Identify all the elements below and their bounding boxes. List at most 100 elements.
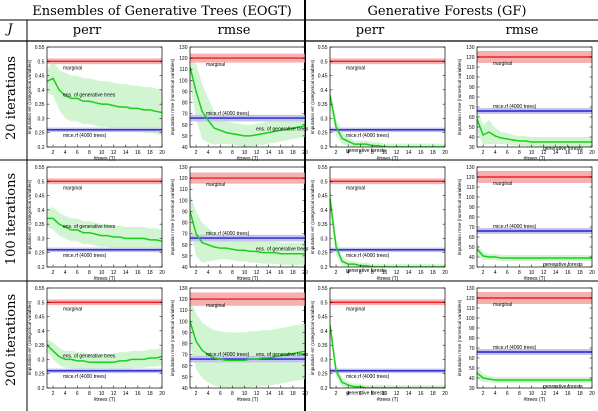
- y-tick-label: 0.5: [38, 300, 45, 306]
- x-tick-label: 16: [565, 150, 571, 156]
- panel-r1-c4: 30 40 50 60 70 80 90 100 110 120 130 2 4 6 8 10 12 14 16 18…: [457, 45, 595, 162]
- y-tick-label: 60: [182, 364, 188, 370]
- y-tick-label: 0.45: [35, 194, 45, 200]
- y-tick-label: 90: [182, 209, 188, 215]
- plot-frame: [46, 166, 163, 268]
- x-tick-label: 2: [195, 270, 198, 276]
- y-tick-label: 0.3: [321, 116, 328, 122]
- plot-area: [47, 299, 162, 374]
- panel-r2-c4: 30 40 50 60 70 80 90 100 110 120 130 2 4 6 8 10 12 14 16 18…: [457, 165, 595, 282]
- y-tick-label: 0.55: [35, 286, 45, 292]
- y-tick-label: 0.45: [35, 315, 45, 321]
- method-band: [477, 367, 592, 383]
- y-tick-label: 110: [180, 67, 188, 73]
- y-axis-label: imputation err (categorical variables): [27, 300, 32, 375]
- mice-label: mice.rf (4000 trees): [346, 133, 390, 139]
- marginal-label: marginal: [493, 302, 512, 308]
- x-tick-label: 10: [242, 270, 248, 276]
- mice-label: mice.rf (4000 trees): [206, 111, 250, 117]
- y-tick-label: 70: [469, 105, 475, 111]
- x-tick-label: 10: [382, 150, 388, 156]
- x-axis-label: #trees (T): [524, 276, 546, 282]
- plot-frame: [189, 287, 306, 389]
- marginal-label: marginal: [206, 182, 225, 188]
- x-tick-label: 20: [159, 391, 165, 397]
- x-tick-label: 8: [231, 270, 234, 276]
- method-band: [47, 207, 162, 253]
- y-tick-label: 60: [182, 243, 188, 249]
- col-header-eogt-perr: perr: [73, 23, 102, 38]
- x-axis-label: #trees (T): [237, 156, 259, 162]
- plot-area: [190, 50, 305, 147]
- y-tick-label: 0.55: [35, 45, 45, 51]
- x-axis-label: #trees (T): [94, 276, 116, 282]
- x-tick-label: 20: [589, 150, 595, 156]
- y-tick-label: 80: [182, 101, 188, 107]
- y-tick-label: 0.35: [318, 222, 328, 228]
- x-tick-label: 10: [529, 391, 535, 397]
- x-tick-label: 4: [347, 270, 350, 276]
- x-tick-label: 4: [347, 150, 350, 156]
- x-tick-label: 16: [135, 150, 141, 156]
- x-tick-label: 18: [577, 391, 583, 397]
- y-tick-label: 0.4: [38, 88, 45, 94]
- x-tick-label: 14: [406, 270, 412, 276]
- method-label: ens. of generative trees: [63, 353, 116, 359]
- y-tick-label: 120: [179, 56, 188, 62]
- x-tick-label: 16: [278, 391, 284, 397]
- y-tick-label: 0.45: [35, 74, 45, 80]
- mice-label: mice.rf (4000 trees): [206, 352, 250, 358]
- y-tick-label: 110: [180, 308, 188, 314]
- x-tick-label: 2: [195, 391, 198, 397]
- marginal-label: marginal: [63, 65, 82, 71]
- y-tick-label: 80: [182, 342, 188, 348]
- plot-area: [47, 58, 162, 136]
- x-tick-label: 8: [518, 150, 521, 156]
- y-tick-label: 60: [469, 115, 475, 121]
- col-header-gf-rmse: rmse: [506, 23, 539, 38]
- y-tick-label: 0.25: [35, 131, 45, 137]
- mice-label: mice.rf (4000 trees): [493, 104, 537, 110]
- y-tick-label: 70: [182, 112, 188, 118]
- y-tick-label: 0.4: [321, 88, 328, 94]
- x-tick-label: 12: [541, 391, 547, 397]
- y-tick-label: 0.55: [318, 45, 328, 51]
- method-label: ens. of generative trees: [256, 352, 309, 358]
- x-tick-label: 14: [123, 270, 129, 276]
- y-tick-label: 0.35: [318, 102, 328, 108]
- x-tick-label: 18: [290, 150, 296, 156]
- x-tick-label: 10: [382, 270, 388, 276]
- plot-area: [330, 178, 445, 267]
- y-tick-label: 0.2: [38, 145, 45, 151]
- method-label: ens. of generative trees: [63, 224, 116, 230]
- x-tick-label: 12: [394, 391, 400, 397]
- plot-frame: [46, 46, 163, 148]
- method-label: ens. of generative trees: [63, 92, 116, 98]
- mice-label: mice.rf (4000 trees): [63, 253, 107, 259]
- x-tick-label: 16: [565, 391, 571, 397]
- y-tick-label: 0.5: [38, 179, 45, 185]
- method-band: [330, 87, 445, 147]
- x-tick-label: 6: [359, 391, 362, 397]
- x-tick-label: 4: [347, 391, 350, 397]
- x-tick-label: 4: [207, 270, 210, 276]
- x-tick-label: 6: [359, 270, 362, 276]
- y-tick-label: 0.25: [318, 372, 328, 378]
- y-tick-label: 110: [467, 185, 475, 191]
- mice-label: mice.rf (4000 trees): [493, 345, 537, 351]
- y-tick-label: 110: [467, 65, 475, 71]
- y-tick-label: 70: [469, 225, 475, 231]
- method-line: [47, 77, 162, 114]
- x-tick-label: 8: [371, 391, 374, 397]
- x-tick-label: 2: [482, 150, 485, 156]
- x-tick-label: 10: [99, 150, 105, 156]
- y-tick-label: 0.45: [318, 74, 328, 80]
- x-axis-label: #trees (T): [524, 397, 546, 403]
- x-tick-label: 16: [418, 391, 424, 397]
- panel-r3-c4: 30 40 50 60 70 80 90 100 110 120 130 2 4 6 8 10 12 14 16 18…: [457, 286, 595, 403]
- x-tick-label: 18: [430, 270, 436, 276]
- x-axis-label: #trees (T): [237, 397, 259, 403]
- x-tick-label: 2: [482, 391, 485, 397]
- x-tick-label: 10: [99, 391, 105, 397]
- y-tick-label: 80: [469, 336, 475, 342]
